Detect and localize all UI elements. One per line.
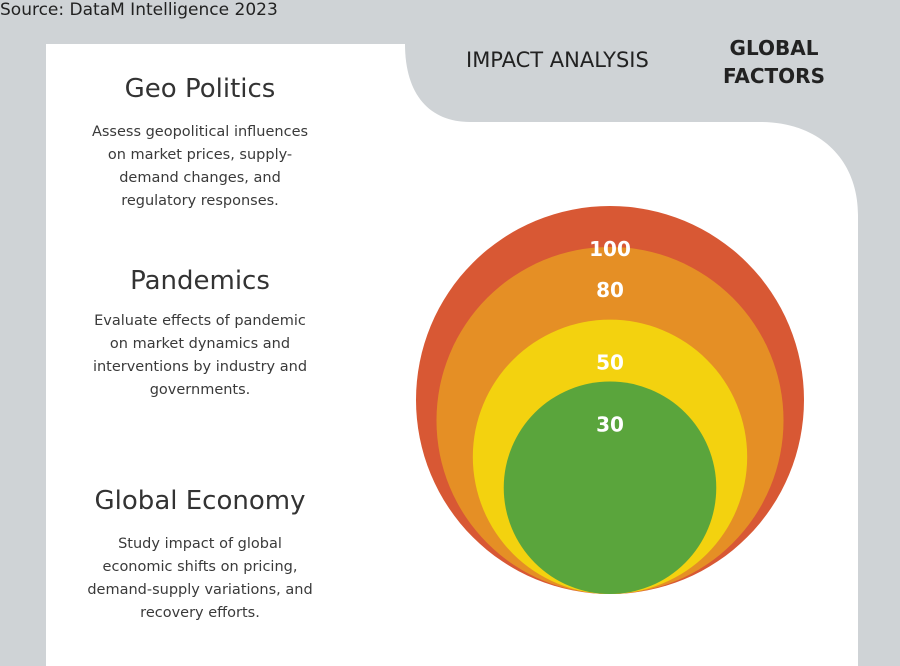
description-line: Study impact of global — [118, 536, 282, 552]
description-line: Assess geopolitical influences — [91, 124, 309, 140]
description-line: Evaluate effects of pandemic — [94, 313, 306, 329]
description-line: recovery efforts. — [140, 605, 260, 621]
factor-title-global-economy: Global Economy — [94, 486, 306, 516]
description-line: economic shifts on pricing, — [102, 559, 298, 575]
circle-label-30: 30 — [596, 412, 624, 436]
factor-title-pandemics: Pandemics — [130, 266, 270, 296]
description-line: regulatory responses. — [121, 193, 279, 209]
description-line: on market dynamics and — [109, 336, 291, 352]
global-factors-line1: GLOBAL — [729, 36, 819, 60]
description-line: governments. — [149, 382, 251, 398]
description-line: interventions by industry and — [92, 359, 308, 375]
description-line: on market prices, supply- — [107, 147, 293, 163]
factor-title-geo-politics: Geo Politics — [124, 74, 276, 104]
factor-description-global-economy: Study impact of global economic shifts o… — [80, 533, 320, 625]
circle-label-50: 50 — [596, 351, 624, 375]
concentric-circles: 100 80 50 30 — [416, 206, 804, 594]
global-factors-line2: FACTORS — [723, 64, 825, 88]
impact-analysis-label: IMPACT ANALYSIS — [466, 48, 649, 72]
circle-label-80: 80 — [596, 278, 624, 302]
global-factors-label: GLOBAL FACTORS — [712, 34, 836, 90]
source-label: Source: DataM Intelligence 2023 — [0, 0, 278, 20]
circle-30 — [503, 381, 717, 594]
description-line: demand changes, and — [119, 170, 281, 186]
factor-description-pandemics: Evaluate effects of pandemic on market d… — [80, 310, 320, 402]
factor-description-geo-politics: Assess geopolitical influences on market… — [80, 121, 320, 213]
description-line: demand-supply variations, and — [87, 582, 313, 598]
circle-label-100: 100 — [589, 237, 631, 261]
